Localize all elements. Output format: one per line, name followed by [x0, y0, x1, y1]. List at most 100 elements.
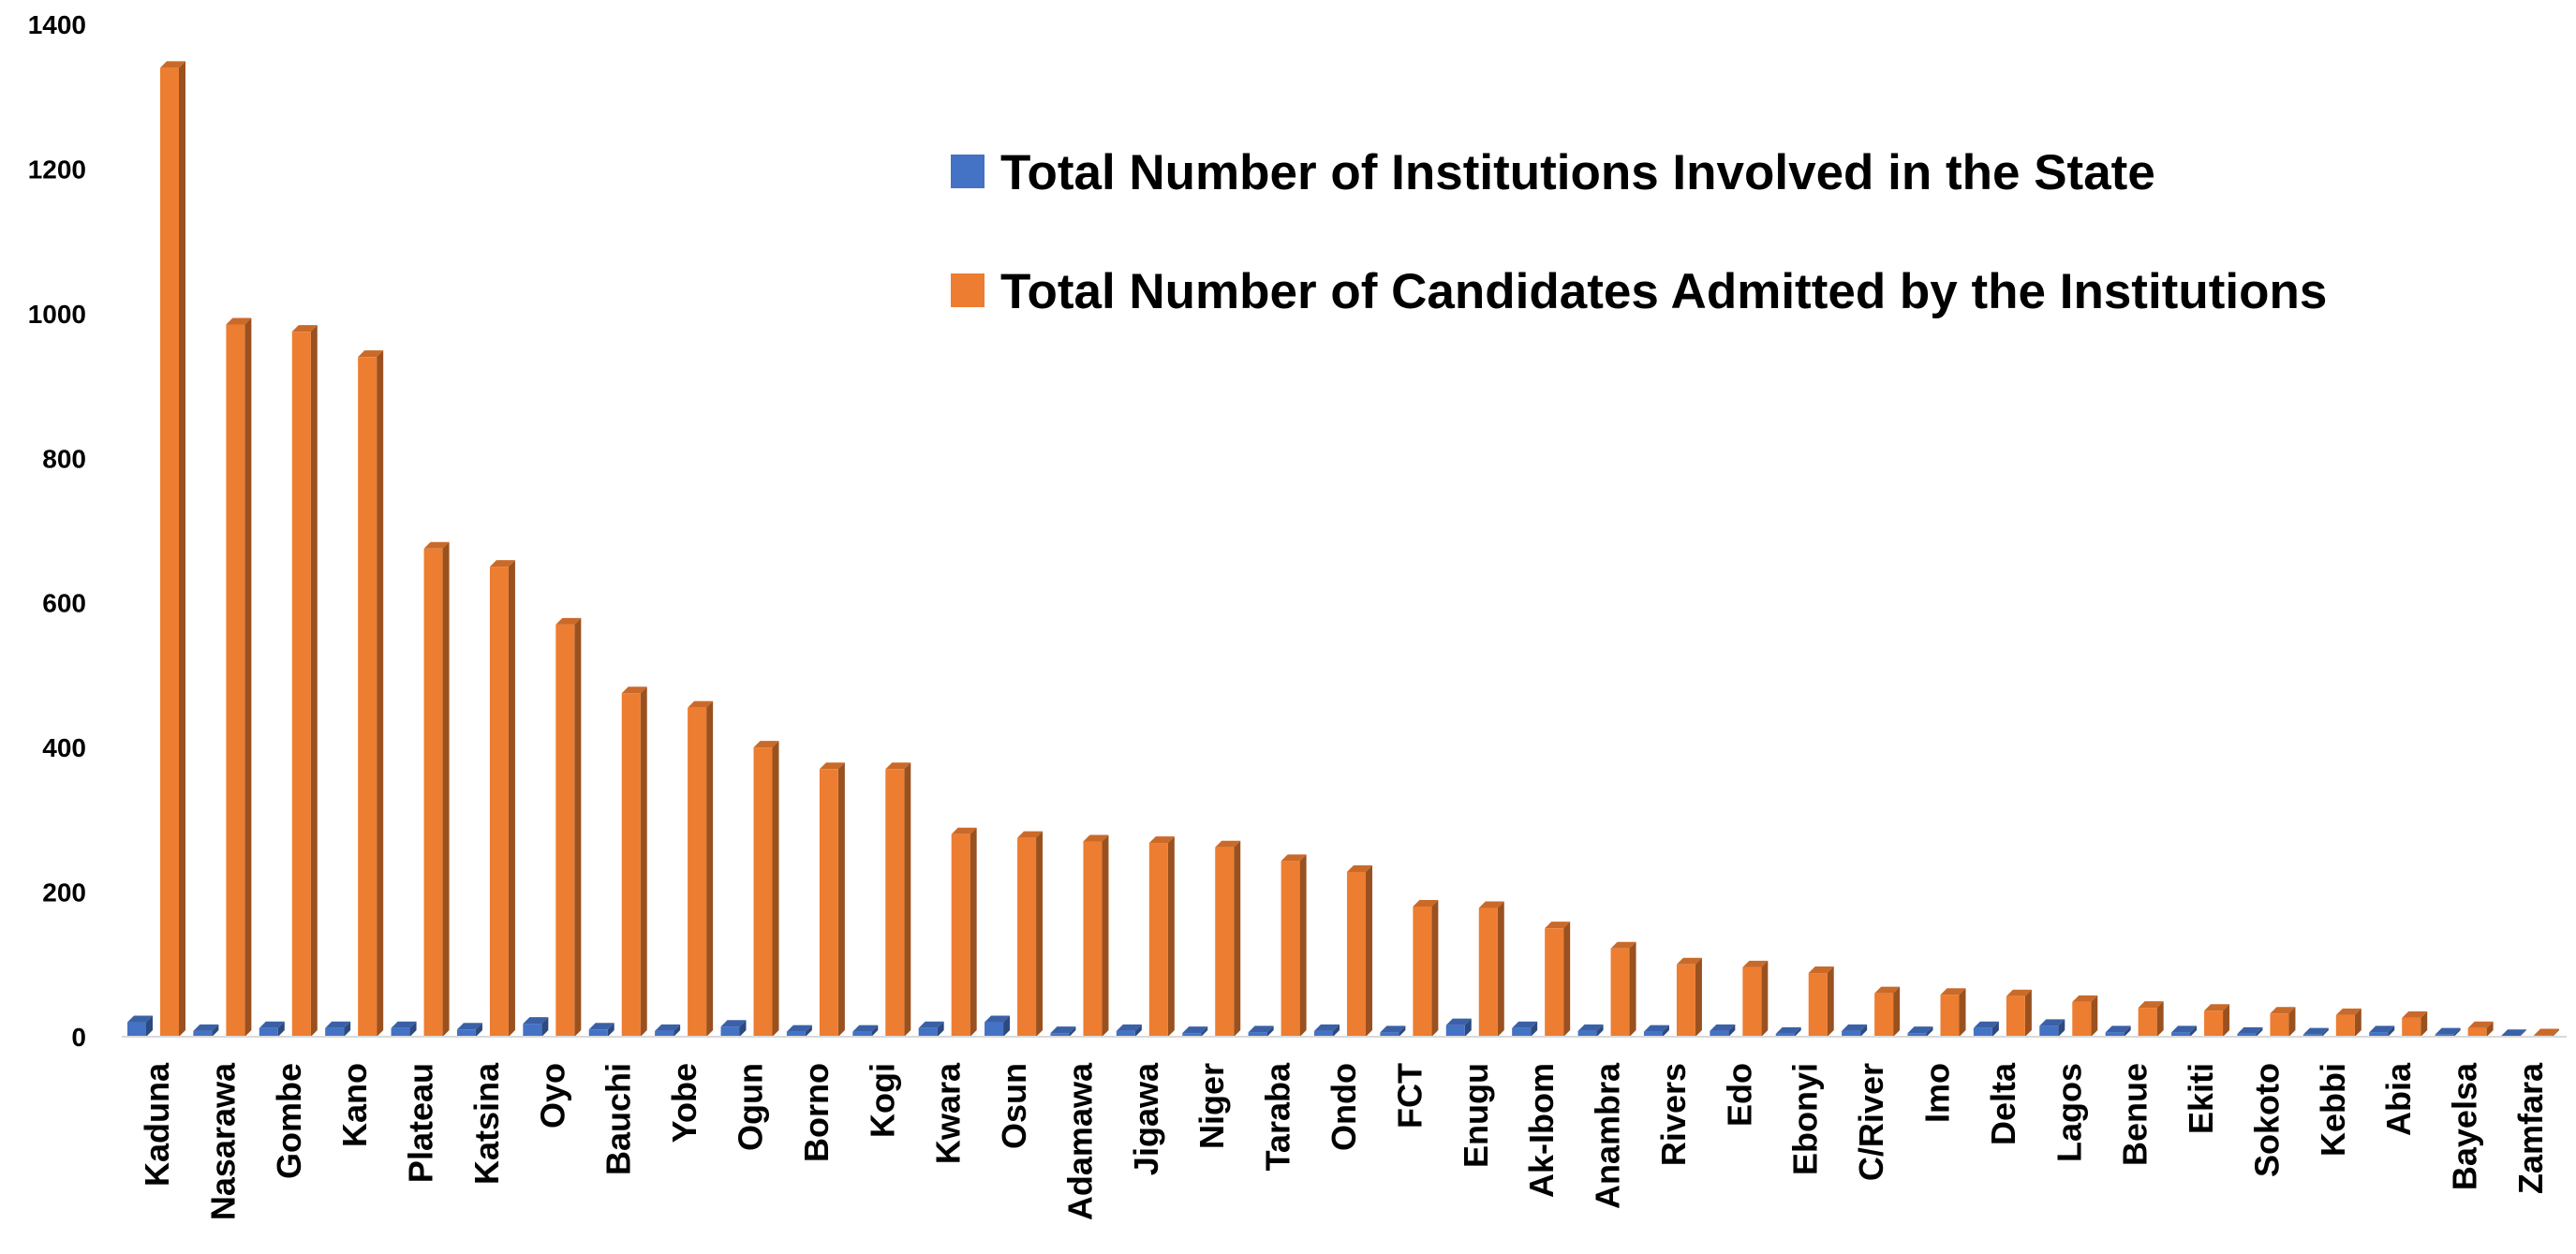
x-tick-label: Adamawa	[1060, 1062, 1099, 1220]
y-tick-label: 1000	[28, 300, 86, 329]
bar-side	[871, 1025, 879, 1037]
x-tick-label: Gombe	[270, 1063, 308, 1179]
bar-side	[1299, 854, 1307, 1037]
bar-top	[1478, 901, 1504, 908]
bar-top	[1907, 1026, 1933, 1034]
bar-side	[2190, 1025, 2198, 1037]
bar-top	[1083, 834, 1109, 842]
bar	[1775, 1033, 1795, 1037]
bar-top	[1050, 1026, 1076, 1034]
bar	[985, 1022, 1004, 1037]
bar-top	[1775, 1026, 1801, 1034]
bar-side	[674, 1024, 681, 1037]
bar-side	[1201, 1026, 1208, 1037]
x-tick-label: Bauchi	[600, 1063, 638, 1175]
bar-side	[508, 560, 515, 1037]
bar-side	[1761, 960, 1769, 1037]
bar-side	[574, 617, 582, 1037]
bar-side	[805, 1025, 812, 1037]
bar	[291, 332, 311, 1037]
x-tick-label: Delta	[1984, 1062, 2022, 1145]
bar	[2435, 1034, 2454, 1037]
x-tick-label: Kebbi	[2314, 1063, 2352, 1157]
bar-top	[523, 1017, 549, 1025]
bar-side	[1563, 922, 1571, 1037]
bar	[2335, 1014, 2355, 1037]
bar	[2006, 996, 2025, 1037]
x-tick-label: Borno	[797, 1063, 836, 1162]
bar-side	[970, 827, 977, 1037]
bar-top	[2302, 1027, 2329, 1035]
bar-top	[391, 1021, 417, 1028]
bar-side	[1333, 1024, 1340, 1037]
bar-side	[244, 317, 252, 1037]
legend-label: Total Number of Candidates Admitted by t…	[1000, 264, 2327, 319]
bar	[655, 1030, 674, 1037]
bar	[1314, 1030, 1333, 1037]
bar	[391, 1027, 410, 1037]
bar-top	[1842, 1024, 1868, 1031]
bar-top	[325, 1021, 351, 1028]
bar-side	[277, 1021, 285, 1037]
x-tick-label: Yobe	[665, 1063, 703, 1143]
bar-top	[2501, 1029, 2526, 1037]
bar-side	[2124, 1025, 2131, 1037]
bar-side	[1497, 901, 1504, 1037]
bar-side	[706, 701, 714, 1037]
bar-top	[226, 317, 252, 325]
bar-top	[2270, 1007, 2296, 1014]
bar-top	[2138, 1001, 2164, 1009]
bar	[2171, 1032, 2191, 1037]
x-tick-label: Benue	[2116, 1063, 2154, 1166]
bar-top	[1380, 1025, 1406, 1033]
bar-top	[358, 350, 384, 358]
bar-side	[475, 1023, 482, 1037]
bar	[1347, 871, 1366, 1037]
bar-top	[2006, 989, 2032, 996]
x-tick-label: Sokoto	[2247, 1063, 2286, 1177]
bar-side	[1366, 864, 1372, 1037]
bar-top	[588, 1023, 614, 1030]
x-tick-label: Ogun	[732, 1063, 770, 1151]
bar-top	[2204, 1004, 2230, 1011]
bar-side	[2354, 1008, 2361, 1037]
bar-top	[852, 1025, 879, 1032]
bar-side	[146, 1015, 153, 1037]
bar-top	[1676, 957, 1702, 965]
x-tick-label: Niger	[1192, 1063, 1231, 1149]
bar	[456, 1029, 476, 1037]
bar-side	[1431, 900, 1439, 1037]
bar	[358, 357, 378, 1038]
bar-side	[1531, 1021, 1538, 1037]
bar	[226, 324, 245, 1037]
bar-top	[259, 1021, 285, 1028]
x-tick-label: Plateau	[402, 1063, 440, 1183]
y-tick-label: 600	[42, 589, 86, 618]
bar	[1116, 1030, 1135, 1037]
bar-side	[1596, 1024, 1604, 1037]
x-tick-label: C/River	[1852, 1063, 1890, 1181]
bar-side	[442, 541, 450, 1037]
bar-top	[1445, 1018, 1472, 1025]
bar-top	[2435, 1027, 2461, 1035]
bar-top	[1017, 831, 1044, 838]
bar	[1610, 948, 1630, 1037]
bar-top	[1643, 1025, 1669, 1032]
bar-side	[2486, 1021, 2494, 1037]
bar-top	[2105, 1025, 2131, 1033]
bar-side	[2156, 1001, 2164, 1037]
bar-top	[819, 762, 845, 770]
bar	[918, 1027, 938, 1037]
bar	[423, 548, 443, 1037]
bar-top	[1710, 1024, 1736, 1031]
bar-side	[1134, 1024, 1142, 1037]
bar-top	[2402, 1011, 2428, 1018]
bar-top	[127, 1015, 153, 1023]
bar-top	[1215, 840, 1241, 848]
bar-top	[688, 701, 714, 708]
x-tick-label: Kaduna	[138, 1062, 176, 1187]
bar-side	[1102, 834, 1109, 1037]
bar-side	[2091, 995, 2098, 1037]
bar	[1874, 993, 1894, 1037]
bar-side	[377, 350, 384, 1038]
